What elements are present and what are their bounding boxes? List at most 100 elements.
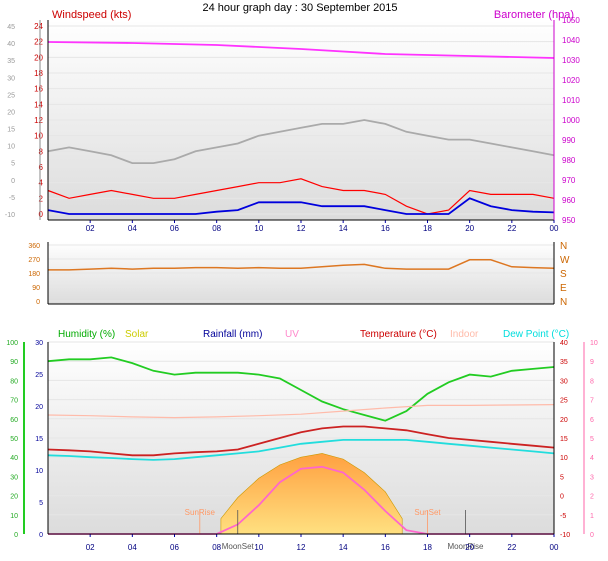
bottom-legend: Humidity (%) Solar Rainfall (mm) UV Temperat… [58, 329, 569, 340]
uv-ticks: 0 1 2 3 4 5 6 7 8 9 10 [590, 340, 598, 539]
humidity-tick-label: 40 [10, 455, 18, 462]
barometer-ticks: 950 960 970 980 990 1000 1010 1020 1030 1040 1050 [562, 16, 580, 225]
barometer-line [47, 41, 555, 59]
humidity-tick-label: 0 [14, 532, 18, 539]
direction-degree-label: 270 [28, 257, 40, 264]
sunset-marker-label: SunSet [414, 508, 441, 517]
wind-outer-tick-label: 5 [11, 161, 15, 168]
dew-point-line [47, 438, 555, 461]
wind-outer-tick-label: 0 [11, 178, 15, 185]
temperature-tick-label: -10 [560, 532, 570, 539]
top-x-tick-label: 10 [254, 224, 263, 233]
direction-compass-label: W [560, 255, 570, 266]
top-gridlines [48, 25, 554, 215]
wind-outer-tick-label: 40 [7, 41, 15, 48]
uv-tick-label: 10 [590, 340, 598, 347]
wind-inner-tick-label: 12 [34, 116, 43, 125]
barometer-tick-label: 970 [562, 176, 576, 185]
top-x-ticks: 02 04 06 08 10 12 14 16 18 20 22 00 [86, 220, 559, 233]
barometer-tick-label: 1020 [562, 76, 580, 85]
rainfall-tick-label: 0 [39, 532, 43, 539]
bottom-x-tick-label: 04 [128, 543, 137, 552]
temperature-tick-label: 15 [560, 436, 568, 443]
humidity-tick-label: 100 [6, 340, 18, 347]
top-x-tick-label: 06 [170, 224, 179, 233]
uv-tick-label: 2 [590, 494, 594, 501]
humidity-tick-label: 50 [10, 436, 18, 443]
uv-tick-label: 3 [590, 474, 594, 481]
barometer-tick-label: 990 [562, 136, 576, 145]
humidity-tick-label: 60 [10, 417, 18, 424]
uv-tick-label: 9 [590, 359, 594, 366]
top-x-tick-label: 18 [423, 224, 432, 233]
wind-inner-tick-label: 4 [39, 179, 44, 188]
sunrise-marker-label: SunRise [185, 508, 216, 517]
windspeed-line [47, 178, 555, 215]
wind-inner-tick-label: 24 [34, 22, 43, 31]
humidity-tick-label: 70 [10, 398, 18, 405]
wind-inner-tick-label: 18 [34, 69, 43, 78]
chart-title: 24 hour graph day : 30 September 2015 [202, 2, 397, 14]
temperature-tick-label: 5 [560, 474, 564, 481]
temperature-tick-label: 30 [560, 378, 568, 385]
humidity-line [47, 356, 555, 422]
wind-inner-tick-label: 16 [34, 85, 43, 94]
barometer-tick-label: 1050 [562, 16, 580, 25]
humidity-tick-label: 20 [10, 494, 18, 501]
top-x-tick-label: 12 [297, 224, 306, 233]
temperature-ticks: -10 -5 0 5 10 15 20 25 30 35 40 [560, 340, 570, 539]
wind-outer-tick-label: 25 [7, 92, 15, 99]
uv-tick-label: 6 [590, 417, 594, 424]
rainfall-tick-label: 15 [35, 436, 43, 443]
uv-tick-label: 8 [590, 378, 594, 385]
direction-degree-label: 360 [28, 243, 40, 250]
direction-compass-label: N [560, 241, 567, 252]
bottom-x-tick-label: 20 [465, 543, 474, 552]
rainfall-tick-label: 25 [35, 372, 43, 379]
temperature-tick-label: -5 [560, 513, 566, 520]
wind-inner-tick-label: 10 [34, 132, 43, 141]
humidity-tick-label: 90 [10, 359, 18, 366]
legend-entry: Indoor [450, 329, 479, 340]
legend-entry: Dew Point (°C) [503, 329, 569, 340]
wind-inner-tick-label: 20 [34, 53, 43, 62]
uv-tick-label: 5 [590, 436, 594, 443]
humidity-tick-label: 10 [10, 513, 18, 520]
solar-area [220, 453, 403, 535]
barometer-tick-label: 980 [562, 156, 576, 165]
wind-inner-tick-label: 0 [39, 210, 44, 219]
windspeed-axis-label: Windspeed (kts) [52, 9, 131, 21]
direction-compass-label: S [560, 269, 567, 280]
legend-entry: Temperature (°C) [360, 329, 437, 340]
rainfall-tick-label: 20 [35, 404, 43, 411]
barometer-tick-label: 1010 [562, 96, 580, 105]
bottom-x-tick-label: 06 [170, 543, 179, 552]
barometer-axis-label: Barometer (hpa) [494, 9, 574, 21]
humidity-tick-label: 30 [10, 474, 18, 481]
top-x-tick-label: 02 [86, 224, 95, 233]
wind-outer-tick-label: 20 [7, 109, 15, 116]
wind-inner-tick-label: 22 [34, 38, 43, 47]
bottom-x-tick-label: 22 [507, 543, 516, 552]
barometer-tick-label: 1040 [562, 36, 580, 45]
direction-compass-label: N [560, 297, 567, 308]
bottom-x-tick-label: 14 [339, 543, 348, 552]
direction-gridlines [48, 244, 554, 302]
uv-tick-label: 1 [590, 513, 594, 520]
top-x-tick-label: 20 [465, 224, 474, 233]
uv-tick-label: 0 [590, 532, 594, 539]
direction-series [48, 259, 555, 271]
direction-degree-label: 0 [36, 299, 40, 306]
wind-outer-tick-label: -5 [9, 195, 15, 202]
bottom-x-tick-label: 00 [550, 543, 559, 552]
rainfall-ticks: 0 5 10 15 20 25 30 [35, 340, 43, 539]
top-x-tick-label: 16 [381, 224, 390, 233]
temperature-tick-label: 40 [560, 340, 568, 347]
bottom-x-tick-label: 02 [86, 543, 95, 552]
wind-inner-tick-label: 8 [39, 147, 44, 156]
legend-entry: UV [285, 329, 299, 340]
wind-inner-tick-label: 2 [39, 194, 44, 203]
sun-moon-markers: SunRise SunSet MoonSet MoonRise [185, 508, 484, 551]
